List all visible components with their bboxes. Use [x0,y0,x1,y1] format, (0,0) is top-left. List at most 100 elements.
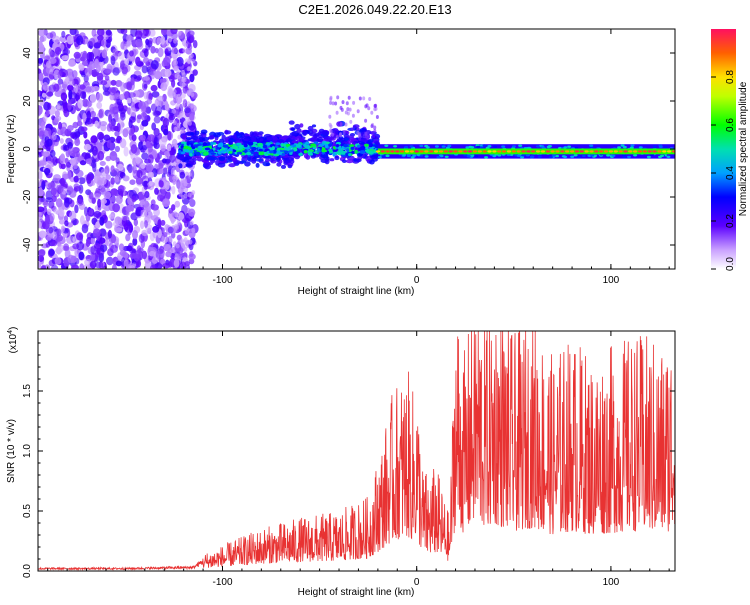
spectrogram-band-cell [348,153,352,157]
spectrogram-noise-cell [114,176,120,183]
signal-line-halo-cell [548,155,553,159]
spectrogram-noise-cell [54,110,60,118]
spectrogram-noise-cell [54,257,62,265]
colorbar: 0.0 0.2 0.4 0.6 0.8 Normalized spectral ampl… [711,29,749,271]
spectrogram-noise-cell [187,30,195,37]
signal-line-halo-cell [424,155,429,158]
spectrogram-band-cell [360,145,366,150]
spectrogram-noise-cell [116,122,121,133]
spectrogram-noise-cell [135,56,141,66]
spectrogram-band-cell [232,134,237,140]
spectrogram-noise-cell [58,219,66,225]
spectrogram-noise-cell [177,250,184,260]
spectrogram-band-cell [368,151,372,155]
spectrogram-ytick-label: -40 [22,237,33,252]
spectrogram-noise-cell [73,186,82,192]
signal-line-halo-cell [444,155,449,158]
spectrogram-band-cell [328,149,333,153]
signal-line-halo-cell [493,145,498,148]
spectrogram-noise-cell [62,173,69,180]
spectrogram-noise-cell [179,171,186,179]
spectrogram-noise-cell [155,250,161,259]
spectrogram-noise-cell [81,223,89,234]
spectrogram-noise-cell [110,55,116,66]
signal-line-halo-cell [447,144,452,148]
spectrogram-noise-cell [38,170,43,180]
spectrogram-band-cell [346,107,350,112]
spectrogram-band-cell [328,122,332,127]
spectrogram-noise-cell [167,130,172,141]
signal-line-halo-cell [436,155,441,159]
spectrogram-noise-cell [61,30,66,38]
signal-line-core [521,150,526,153]
spectrogram-band-cell [341,100,345,105]
spectrogram-noise-cell [129,179,136,185]
spectrogram-band-cell [213,132,221,138]
signal-line-halo-cell [497,154,502,157]
spectrogram-band-cell [201,136,210,142]
spectrogram-noise-cell [161,234,169,244]
snr-panel: -100 0 100 0.0 0.5 1.0 1.5 Height of straight … [6,327,676,598]
spectrogram-noise-cell [115,157,120,165]
spectrogram-band-cell [335,135,339,140]
signal-line-halo-cell [622,145,627,149]
spectrogram-noise-cell [105,220,113,229]
spectrogram-noise-cell [76,198,84,206]
spectrogram-band-cell [264,155,272,160]
spectrogram-noise-cell [145,38,150,46]
spectrogram-noise-cell [154,187,159,195]
spectrogram-noise-cell [93,210,102,218]
spectrogram-noise-cell [135,176,143,185]
spectrogram-noise-cell [72,243,80,250]
spectrogram-noise-cell [180,195,185,200]
spectrogram-band-cell [308,149,314,153]
spectrogram-noise-cell [82,112,87,123]
signal-line-core [458,150,463,153]
spectrogram-band-cell [217,151,222,155]
signal-line-halo-cell [622,153,626,157]
snr-layer [38,331,675,571]
spectrogram-band-cell [365,155,371,162]
spectrogram-noise-cell [160,82,168,92]
spectrogram-band-cell [310,143,316,146]
spectrogram-noise-cell [41,151,50,158]
spectrogram-noise-cell [105,39,111,48]
spectrogram-band-cell [337,146,342,150]
spectrogram-noise-cell [98,109,103,118]
signal-line-core [628,150,633,153]
spectrogram-noise-cell [49,51,56,59]
spectrogram-noise-cell [171,185,176,195]
spectrogram-noise-cell [151,91,160,98]
spectrogram-noise-cell [174,253,179,261]
spectrogram-noise-cell [164,102,170,111]
spectrogram-noise-cell [183,122,188,128]
spectrogram-band-cell [331,101,335,106]
spectrogram-band-cell [349,119,353,124]
signal-line-halo-cell [581,154,586,158]
spectrogram-band-cell [274,153,280,157]
spectrogram-noise-cell [172,180,177,185]
spectrogram-noise-cell [119,250,127,256]
spectrogram-noise-cell [67,101,72,111]
spectrogram-noise-cell [54,46,62,55]
spectrogram-noise-cell [108,114,113,123]
signal-line-core [506,150,512,153]
signal-line-halo-cell [567,145,571,148]
spectrogram-noise-cell [99,228,107,237]
spectrogram-noise-cell [175,243,180,249]
spectrogram-band-cell [280,164,287,169]
spectrogram-noise-cell [110,188,118,196]
spectrogram-band-cell [189,153,193,157]
spectrogram-noise-cell [140,162,146,169]
signal-line-halo-cell [409,145,414,148]
spectrogram-band-cell [340,150,347,155]
spectrogram-band-cell [331,132,335,137]
spectrogram-noise-cell [115,195,123,205]
spectrogram-noise-cell [68,70,73,77]
signal-line-halo-cell [511,145,516,148]
spectrogram-band-cell [295,149,301,154]
signal-line-halo-cell [439,154,443,157]
signal-line-core [657,150,662,153]
spectrogram-noise-cell [99,161,106,166]
spectrogram-noise-cell [128,223,134,233]
